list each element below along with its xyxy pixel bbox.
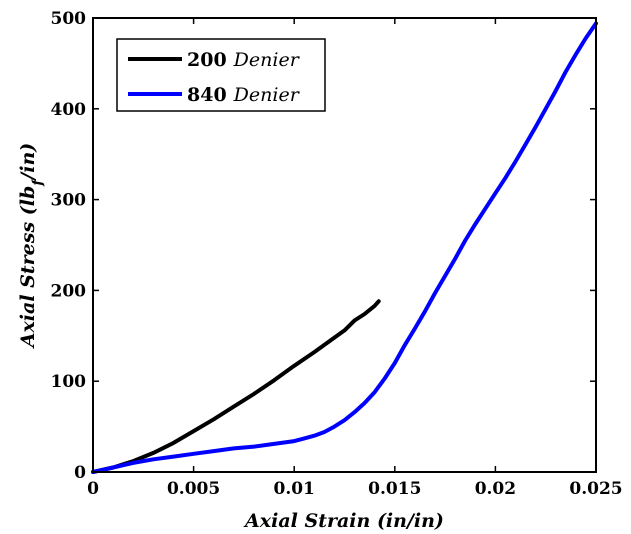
legend-entry-200-denier-word: Denier xyxy=(233,49,301,71)
x-axis-label-unit: (in/in) xyxy=(370,510,444,532)
y-tick-label-4: 400 xyxy=(51,100,87,120)
legend-entry-200-denier-number: 200 xyxy=(187,49,227,71)
legend-entry-200-denier: 200 Denier xyxy=(187,49,301,71)
y-tick-label-2: 200 xyxy=(51,281,87,301)
series-line-200-denier xyxy=(91,299,381,474)
x-tick-label-4: 0.02 xyxy=(475,479,516,499)
y-axis-label: Axial Stress (lbf/in) xyxy=(17,143,46,350)
x-axis-label-quantity: Axial Strain xyxy=(243,510,370,532)
y-axis-label-main: Axial Stress (lb xyxy=(17,186,39,350)
y-tick-label-0: 0 xyxy=(74,463,86,483)
legend-box xyxy=(116,38,326,112)
ticks-layer: 0 0.005 0.01 0.015 0.02 0.025 0 100 200 300 400 500 xyxy=(51,9,623,499)
x-tick-label-3: 0.015 xyxy=(368,479,421,499)
y-axis-label-unit-end: /in) xyxy=(17,143,39,182)
legend-entry-840-denier-number: 840 xyxy=(187,84,227,106)
plot-area xyxy=(91,21,598,474)
x-tick-label-5: 0.025 xyxy=(569,479,622,499)
y-tick-label-1: 100 xyxy=(51,372,87,392)
y-tick-label-3: 300 xyxy=(51,191,87,211)
series-line-840-denier xyxy=(91,21,598,474)
axes-box xyxy=(92,17,597,473)
series-layer xyxy=(91,21,598,474)
x-axis-label: Axial Strain (in/in) xyxy=(243,510,444,532)
legend-entry-840-denier: 840 Denier xyxy=(187,84,301,106)
y-axis-label-subscript: f xyxy=(30,177,46,187)
x-tick-label-1: 0.005 xyxy=(167,479,220,499)
legend-entry-840-denier-word: Denier xyxy=(233,84,301,106)
y-tick-label-5: 500 xyxy=(51,9,87,29)
legend: 200 Denier 840 Denier xyxy=(116,38,326,112)
x-tick-label-2: 0.01 xyxy=(273,479,314,499)
x-tick-label-0: 0 xyxy=(87,479,99,499)
